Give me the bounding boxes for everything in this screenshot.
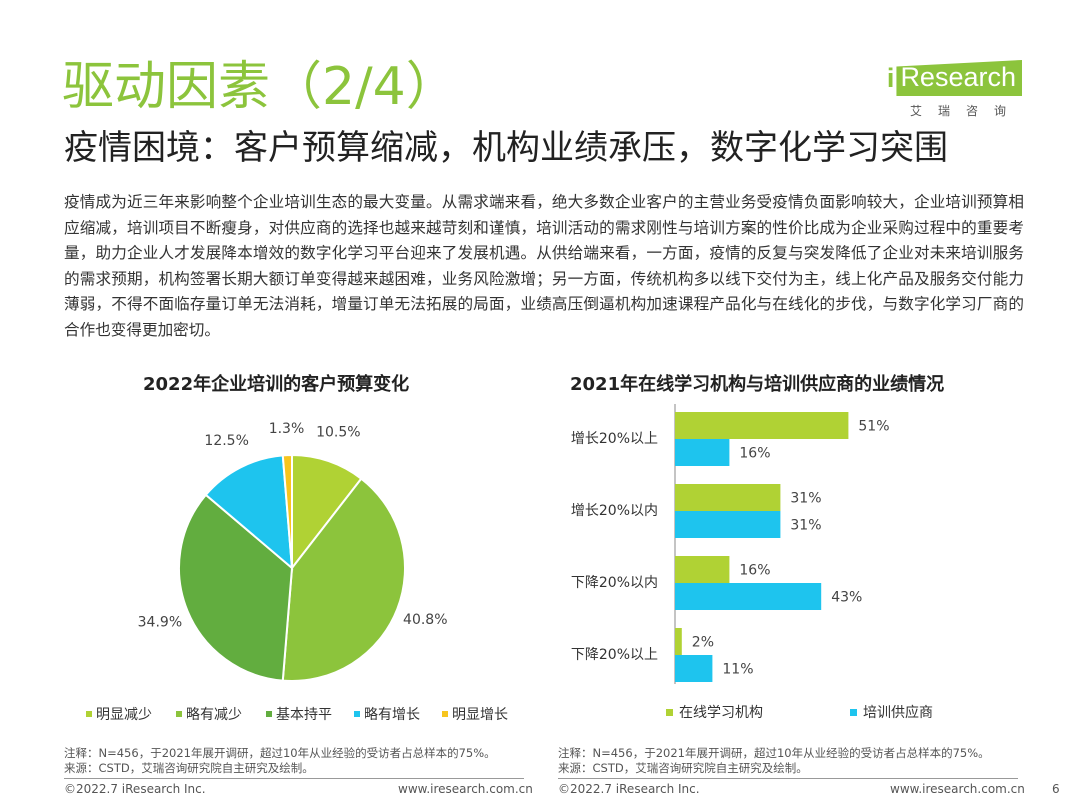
bar-2-1 [675,439,730,466]
bar-legend-swatch-1 [666,709,673,716]
pie-legend-swatch-3 [266,711,272,717]
left-note: 注释：N=456，于2021年展开调研，超过10年从业经验的受访者占总样本的75… [64,746,496,760]
bar-legend-label-1: 在线学习机构 [679,705,763,721]
pie-legend-label-5: 明显增长 [452,707,508,723]
pie-legend-label-1: 明显减少 [96,707,152,723]
pie-label-2: 40.8% [403,612,447,628]
bar-chart-title: 2021年在线学习机构与培训供应商的业绩情况 [570,374,945,395]
right-footer-divider [558,778,1018,779]
bar-value-label-2-3: 43% [831,590,862,606]
bar-value-label-1-2: 31% [790,491,821,507]
pie-legend-label-2: 略有减少 [186,707,242,723]
bar-2-2 [675,511,781,538]
bar-legend-label-2: 培训供应商 [863,704,933,721]
bar-2-4 [675,655,713,682]
logo-brand-i: i [886,62,895,93]
pie-legend-swatch-1 [86,711,92,717]
pie-slice-1 [291,453,363,571]
bar-value-label-2-4: 11% [722,662,753,678]
bar-value-label-1-1: 51% [858,419,889,435]
bar-1-3 [675,556,730,583]
bar-legend: 在线学习机构 培训供应商 [666,704,933,721]
page-subtitle: 疫情困境：客户预算缩减，机构业绩承压，数字化学习突围 [64,128,948,168]
pie-slice-5 [281,453,293,569]
left-footer-divider [64,778,524,779]
bar-legend-swatch-2 [850,709,857,716]
left-source: 来源：CSTD，艾瑞咨询研究院自主研究及绘制。 [64,761,314,775]
pie-label-4: 12.5% [204,433,248,449]
bar-category-label-2: 增长20%以内 [571,503,658,519]
pie-slice-4 [204,454,294,571]
bar-2-3 [675,583,822,610]
budget-pie-chart: 10.5% 40.8% 34.9% 12.5% 1.3% [138,421,448,682]
pie-legend: 明显减少 略有减少 基本持平 略有增长 明显增长 [86,706,508,723]
logo-wordmark: i Research [887,58,1022,98]
iresearch-logo: i Research 艾瑞咨询 [887,58,1022,120]
pie-legend-swatch-2 [176,711,182,717]
bar-category-label-3: 下降20%以内 [571,575,658,591]
bar-category-label-1: 增长20%以上 [571,431,658,447]
performance-bar-chart: 增长20%以上 51% 16% 增长20%以内 31% 31% 下降20%以内 16% 43% 下… [571,404,890,684]
pie-label-3: 34.9% [138,615,182,631]
bar-value-label-2-2: 31% [790,518,821,534]
bar-1-4 [675,628,682,655]
bar-1-1 [675,412,849,439]
page-number: 6 [1052,782,1060,796]
pie-slice-2 [281,477,406,682]
bar-1-2 [675,484,781,511]
pie-legend-label-4: 略有增长 [364,707,420,723]
bar-value-label-2-1: 16% [739,446,770,462]
right-source: 来源：CSTD，艾瑞咨询研究院自主研究及绘制。 [558,761,808,775]
body-paragraph: 疫情成为近三年来影响整个企业培训生态的最大变量。从需求端来看，绝大多数企业客户的… [64,193,1024,339]
pie-slice-3 [178,493,294,682]
pie-label-5: 1.3% [269,421,305,437]
pie-chart-title: 2022年企业培训的客户预算变化 [143,374,410,395]
right-note: 注释：N=456，于2021年展开调研，超过10年从业经验的受访者占总样本的75… [558,746,990,760]
left-copyright: ©2022.7 iResearch Inc. [64,782,206,796]
logo-brand-rest: Research [896,60,1022,96]
bar-value-label-1-4: 2% [692,635,714,651]
left-website: www.iresearch.com.cn [398,782,533,796]
pie-legend-label-3: 基本持平 [276,706,332,723]
bar-category-label-4: 下降20%以上 [571,647,658,663]
pie-legend-swatch-4 [354,711,360,717]
bar-value-label-1-3: 16% [739,563,770,579]
right-copyright: ©2022.7 iResearch Inc. [558,782,700,796]
right-website: www.iresearch.com.cn [890,782,1025,796]
logo-subtitle: 艾瑞咨询 [909,104,1022,118]
pie-label-1: 10.5% [316,425,360,441]
page-title: 驱动因素（2/4） [62,57,458,117]
pie-legend-swatch-5 [442,711,448,717]
